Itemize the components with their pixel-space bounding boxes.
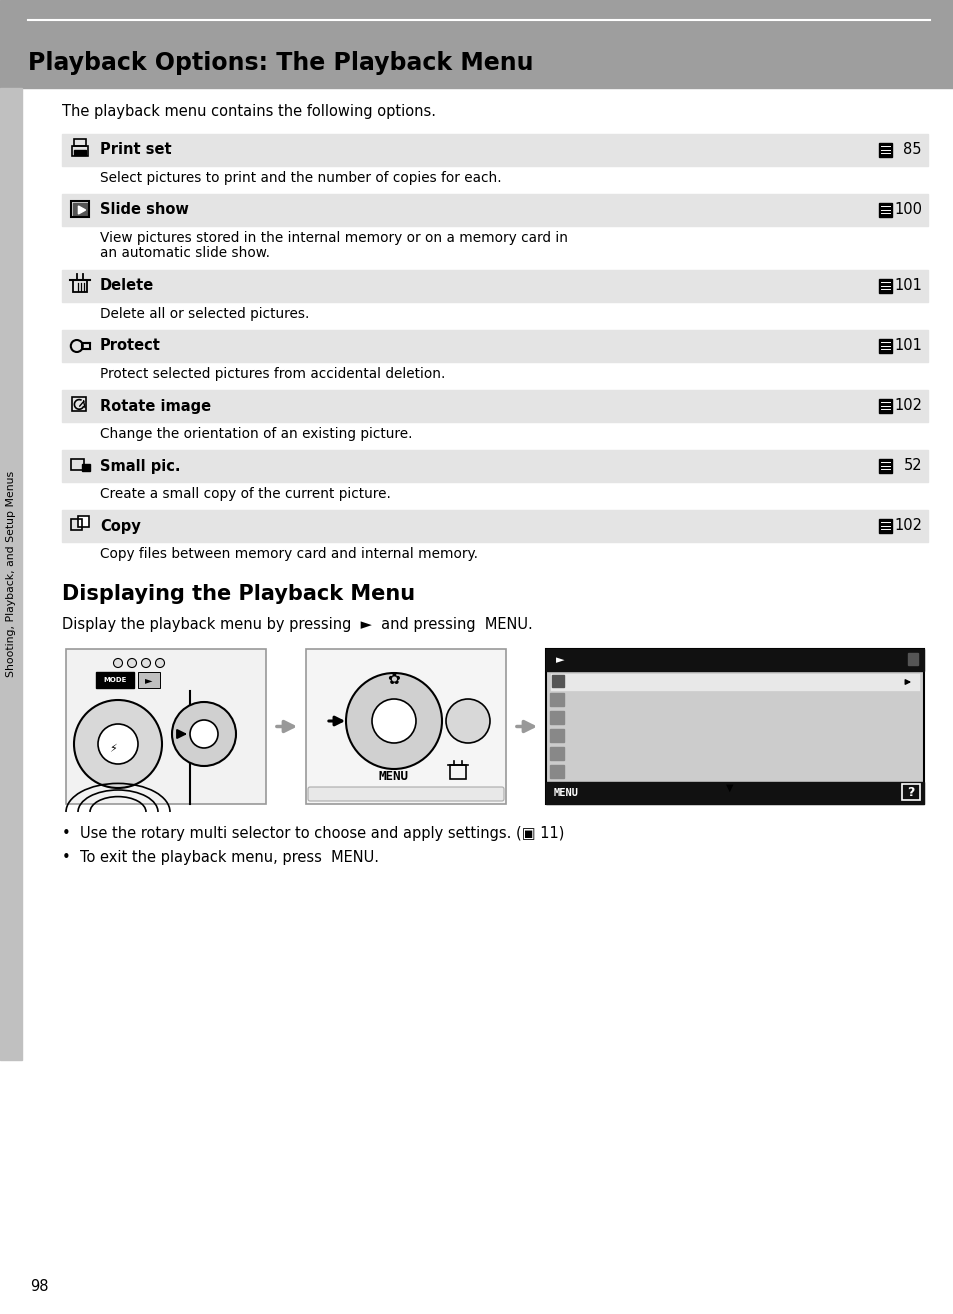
Text: Small pic.: Small pic. [100,459,180,473]
Text: Change the orientation of an existing picture.: Change the orientation of an existing pi… [100,427,412,442]
Bar [62,390,927,422]
Bar [879,279,892,293]
Text: Protect selected pictures from accidental deletion.: Protect selected pictures from accidenta… [100,367,445,381]
Text: Delete: Delete [100,279,154,293]
Bar [552,675,563,687]
Bar [72,280,87,293]
Text: •  Use the rotary multi selector to choose and apply settings. (▣ 11): • Use the rotary multi selector to choos… [62,827,564,841]
Bar [71,146,88,155]
Bar [550,692,563,706]
Text: Delete all or selected pictures.: Delete all or selected pictures. [100,307,309,321]
Circle shape [98,724,138,763]
Text: 85: 85 [902,142,921,158]
Bar [71,397,87,411]
Bar [901,784,919,800]
Bar [545,782,923,804]
Circle shape [113,658,122,668]
Text: Select pictures to print and the number of copies for each.: Select pictures to print and the number … [100,171,501,185]
Bar [550,765,563,778]
Bar [74,150,86,155]
Text: ►: ► [145,675,152,685]
Circle shape [74,700,162,788]
Bar [879,459,892,473]
Bar [66,649,266,804]
Bar [907,653,917,665]
Text: MENU: MENU [554,788,578,798]
Text: 101: 101 [893,339,921,353]
Text: Displaying the Playback Menu: Displaying the Playback Menu [62,583,415,604]
Text: 100: 100 [893,202,921,218]
Bar [879,519,892,533]
Text: The playback menu contains the following options.: The playback menu contains the following… [62,104,436,120]
Bar [879,339,892,353]
Text: 52: 52 [902,459,921,473]
Text: Rotate image: Rotate image [100,398,211,414]
Text: an automatic slide show.: an automatic slide show. [100,246,270,260]
Polygon shape [78,206,86,214]
Bar [82,464,91,470]
Circle shape [141,658,151,668]
Text: MODE: MODE [103,677,127,683]
Bar [74,139,86,146]
Bar [545,649,923,671]
Text: 98: 98 [30,1279,49,1294]
Circle shape [172,702,235,766]
Text: Create a small copy of the current picture.: Create a small copy of the current pictu… [100,487,391,501]
Text: ?: ? [906,786,914,799]
Circle shape [155,658,164,668]
Bar [450,765,465,779]
Text: Shooting, Playback, and Setup Menus: Shooting, Playback, and Setup Menus [6,470,16,677]
Bar [77,515,89,527]
Bar [62,449,927,482]
Text: Copy files between memory card and internal memory.: Copy files between memory card and inter… [100,547,477,561]
Bar [62,269,927,302]
Text: Protect: Protect [100,339,161,353]
Circle shape [190,720,218,748]
Bar [62,194,927,226]
Bar [62,134,927,166]
Bar [0,88,22,1060]
Bar [879,143,892,156]
Bar [71,459,84,470]
Text: View pictures stored in the internal memory or on a memory card in: View pictures stored in the internal mem… [100,231,567,244]
Bar [138,671,160,689]
Bar [550,711,563,724]
Text: Print set: Print set [100,142,172,158]
Bar [72,202,87,215]
Text: 102: 102 [893,398,921,414]
Bar [71,201,89,217]
Text: 102: 102 [893,519,921,533]
Bar [96,671,133,689]
Text: ▼: ▼ [725,783,733,794]
Circle shape [128,658,136,668]
FancyBboxPatch shape [308,787,503,802]
Circle shape [446,699,490,742]
Bar [306,649,505,804]
Text: Slide show: Slide show [100,202,189,218]
Circle shape [346,673,441,769]
Text: Playback Options: The Playback Menu: Playback Options: The Playback Menu [28,51,533,75]
Text: 101: 101 [893,279,921,293]
Bar [62,510,927,541]
Text: Copy: Copy [100,519,141,533]
Circle shape [372,699,416,742]
Bar [82,343,90,348]
Bar [879,399,892,413]
Bar [71,519,82,530]
Bar [545,649,923,804]
Bar [550,673,919,691]
Text: ►: ► [556,654,564,665]
Bar [879,202,892,217]
Bar [550,746,563,759]
Text: ⚡: ⚡ [109,744,116,754]
Text: MENU: MENU [378,770,409,783]
Bar [62,330,927,361]
Bar [550,729,563,742]
Text: •  To exit the playback menu, press  MENU.: • To exit the playback menu, press MENU. [62,850,378,865]
Bar [0,0,953,88]
Text: ✿: ✿ [387,671,400,686]
Text: Display the playback menu by pressing  ►  and pressing  MENU.: Display the playback menu by pressing ► … [62,618,532,632]
